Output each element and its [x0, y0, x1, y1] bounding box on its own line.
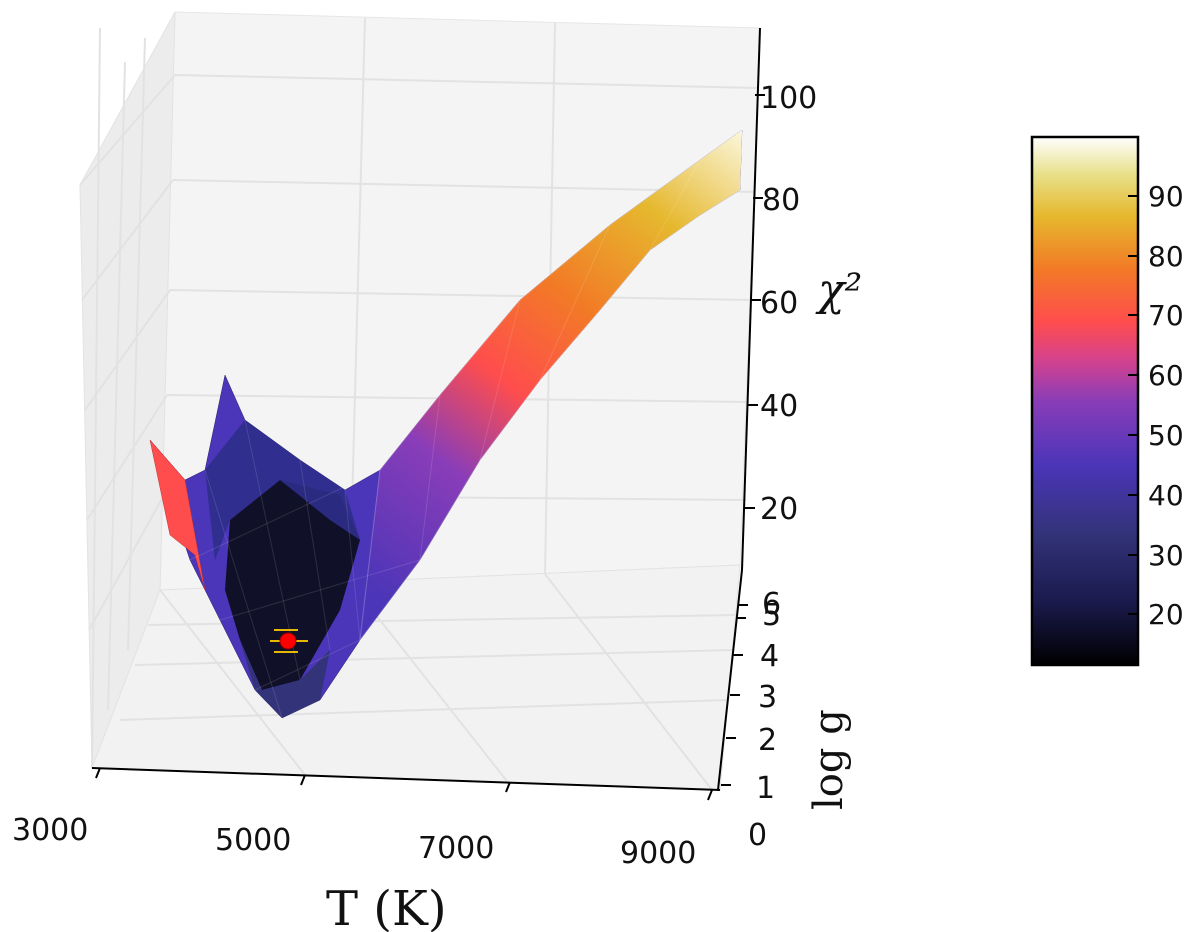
surface-mesh [189, 159, 701, 719]
colorbar-gradient [1030, 135, 1140, 667]
y-tick-1: 1 [756, 771, 775, 806]
y-tick-2: 2 [758, 723, 777, 758]
y-axis: 0 1 2 3 4 5 6 log g [717, 569, 852, 853]
y-tick-0: 0 [748, 818, 767, 853]
surface-valley-dark [225, 480, 360, 690]
best-fit-marker [270, 629, 308, 653]
x-tick-5000: 5000 [215, 823, 291, 858]
surface-valley-bottom [240, 640, 330, 718]
colorbar: 20 30 40 50 60 70 80 90 [1030, 135, 1184, 667]
y-tick-6: 6 [762, 587, 781, 622]
z-axis: 20 40 60 80 100 χ² [741, 27, 862, 571]
y-tick-5: 5 [762, 598, 781, 633]
z-axis-label: χ² [815, 265, 862, 316]
floor-pane [91, 564, 741, 791]
chi2-surface [149, 129, 743, 719]
x-axis-label: T (K) [326, 881, 447, 932]
surface-red-left [149, 439, 206, 591]
z-tick-60: 60 [760, 286, 798, 321]
cb-tick-60: 60 [1148, 359, 1184, 392]
z-tick-100: 100 [760, 81, 817, 116]
surface-right-slope-fill [359, 129, 743, 642]
cb-tick-50: 50 [1148, 419, 1184, 452]
x-axis: 3000 5000 7000 9000 T (K) [12, 767, 721, 932]
x-tick-7000: 7000 [418, 831, 494, 866]
y-tick-3: 3 [758, 680, 777, 715]
z-tick-20: 20 [760, 492, 798, 527]
cb-tick-20: 20 [1148, 598, 1184, 631]
cb-tick-90: 90 [1148, 180, 1184, 213]
cb-tick-40: 40 [1148, 479, 1184, 512]
x-tick-9000: 9000 [620, 836, 696, 871]
surface-valley-mid [205, 420, 360, 560]
y-axis-label: log g [806, 709, 852, 810]
z-tick-80: 80 [762, 183, 800, 218]
z-tick-40: 40 [760, 389, 798, 424]
y-tick-4: 4 [760, 639, 779, 674]
cb-tick-30: 30 [1148, 539, 1184, 572]
cb-tick-70: 70 [1148, 299, 1184, 332]
x-tick-3000: 3000 [12, 813, 88, 848]
cb-tick-80: 80 [1148, 240, 1184, 273]
